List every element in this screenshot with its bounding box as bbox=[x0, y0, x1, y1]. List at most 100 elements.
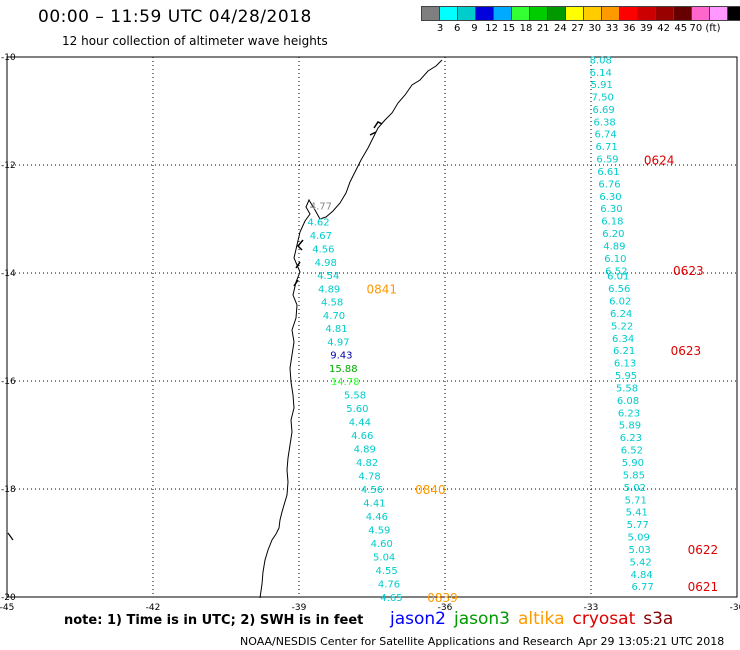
island-marker bbox=[7, 532, 14, 541]
map-grid bbox=[6, 56, 738, 598]
lon-tick-label: -30 bbox=[730, 603, 740, 613]
wave-height-value: 6.59 bbox=[596, 155, 618, 166]
color-scale-label: 6 bbox=[454, 23, 461, 34]
timestamp: Apr 29 13:05:21 UTC 2018 bbox=[578, 635, 725, 648]
pass-time-label: 0841 bbox=[366, 283, 397, 297]
lat-tick-label: -10 bbox=[1, 53, 16, 63]
wave-height-value: 6.10 bbox=[604, 254, 626, 265]
color-scale-label: 45 bbox=[674, 23, 688, 34]
wave-height-value: 5.02 bbox=[624, 483, 646, 494]
wave-height-value: 7.50 bbox=[592, 92, 614, 103]
lon-tick-label: -36 bbox=[438, 603, 453, 613]
satellite-legend: jason2 jason3 altika cryosat s3a bbox=[390, 609, 681, 629]
color-scale-labels: 3 6 9 12 15 18 21 24 27 30 33 36 39 42 45 70 (ft) bbox=[422, 23, 740, 35]
lon-tick-label: -45 bbox=[0, 603, 14, 613]
color-scale-label: 12 bbox=[485, 23, 498, 34]
color-scale-label: 9 bbox=[471, 23, 478, 34]
wave-height-value: 4.70 bbox=[323, 311, 345, 322]
wave-height-value: 6.24 bbox=[610, 309, 632, 320]
wave-height-value: 4.98 bbox=[315, 258, 337, 269]
wave-height-value: 4.58 bbox=[321, 298, 343, 309]
wave-height-value: 4.84 bbox=[630, 570, 652, 581]
legend-entry-s3a: s3a bbox=[643, 609, 674, 629]
wave-height-value: 6.30 bbox=[599, 192, 621, 203]
wave-height-value: 4.59 bbox=[368, 526, 390, 537]
wave-height-value: 4.78 bbox=[358, 472, 380, 483]
wave-height-value: 6.74 bbox=[594, 130, 616, 141]
wave-height-value: 6.13 bbox=[614, 359, 636, 370]
wave-height-value: 4.67 bbox=[310, 231, 332, 242]
wave-height-value: 6.77 bbox=[631, 582, 653, 593]
color-swatch bbox=[727, 6, 740, 21]
wave-height-value: 14.78 bbox=[331, 377, 360, 388]
axis-ticks: -45 -42 -39 -36 -33 -30 -10 -12 -14 -16 -18 -20 bbox=[0, 53, 740, 613]
color-scale-label: 39 bbox=[640, 23, 653, 34]
wave-height-value: 6.52 bbox=[621, 446, 643, 457]
pass-time-label: 0621 bbox=[688, 580, 719, 594]
pass-time-labels: 0624 0623 0623 0841 0840 0622 0621 0839 bbox=[366, 154, 718, 605]
wave-height-value: 6.01 bbox=[607, 272, 629, 283]
lon-tick-label: -39 bbox=[292, 603, 307, 613]
wave-height-value: 15.88 bbox=[329, 364, 358, 375]
wave-height-value: 8.08 bbox=[590, 56, 612, 67]
wave-height-points: 8.086.145.917.50 6.696.38 6.746.71 6.596.61… bbox=[307, 56, 653, 604]
lat-tick-label: -12 bbox=[1, 161, 16, 171]
wave-height-value: 9.43 bbox=[330, 351, 352, 362]
wave-height-value: 4.54 bbox=[317, 271, 339, 282]
wave-height-value: 5.95 bbox=[615, 371, 637, 382]
color-scale-label: 42 bbox=[657, 23, 670, 34]
coastline bbox=[259, 59, 443, 599]
pass-time-label: 0839 bbox=[427, 591, 458, 605]
wave-height-value: 6.02 bbox=[609, 297, 631, 308]
pass-time-label: 0622 bbox=[688, 543, 719, 557]
wave-height-value: 5.58 bbox=[344, 391, 366, 402]
wave-height-value: 6.76 bbox=[598, 179, 620, 190]
wave-height-value: 5.85 bbox=[623, 470, 645, 481]
lat-tick-label: -14 bbox=[1, 269, 16, 279]
coast-inlet bbox=[293, 239, 304, 287]
color-scale-label: 18 bbox=[519, 23, 533, 34]
pass-time-label: 0623 bbox=[671, 344, 702, 358]
wave-height-value: 5.58 bbox=[616, 383, 638, 394]
color-scale-label: 3 bbox=[436, 23, 444, 34]
wave-height-value: 5.91 bbox=[591, 80, 613, 91]
wave-height-value: 5.41 bbox=[626, 508, 648, 519]
wave-height-value: 6.08 bbox=[617, 396, 639, 407]
credit-text: NOAA/NESDIS Center for Satellite Applica… bbox=[240, 635, 574, 648]
color-scale-label: 70 (ft) bbox=[689, 23, 721, 34]
wave-height-value: 5.22 bbox=[611, 321, 633, 332]
color-scale-bar bbox=[421, 6, 740, 21]
color-scale-label: 30 bbox=[588, 23, 602, 34]
wave-height-value: 5.03 bbox=[629, 545, 651, 556]
pass-time-label: 0623 bbox=[673, 264, 704, 278]
lat-tick-label: -18 bbox=[1, 485, 16, 495]
wave-height-value: 4.44 bbox=[349, 418, 371, 429]
wave-height-value: 6.34 bbox=[612, 334, 634, 345]
lon-tick-label: -42 bbox=[146, 603, 161, 613]
wave-height-value: 4.97 bbox=[327, 338, 349, 349]
legend-entry-cryosat: cryosat bbox=[572, 609, 636, 629]
page-title: 00:00 – 11:59 UTC 04/28/2018 bbox=[38, 7, 312, 27]
wave-height-value: 4.56 bbox=[361, 485, 383, 496]
wave-height-value: 6.56 bbox=[608, 284, 630, 295]
wave-height-value: 5.42 bbox=[630, 557, 652, 568]
color-scale-label: 15 bbox=[502, 23, 516, 34]
wave-height-value: 6.21 bbox=[613, 346, 635, 357]
note-text: note: 1) Time is in UTC; 2) SWH is in fe… bbox=[64, 613, 364, 628]
wave-height-value: 6.20 bbox=[602, 229, 624, 240]
wave-height-value: 6.30 bbox=[600, 204, 622, 215]
wave-height-value: 4.62 bbox=[307, 218, 329, 229]
wave-height-value: 4.60 bbox=[371, 539, 393, 550]
wave-height-value: 6.18 bbox=[601, 217, 623, 228]
wave-height-value: 4.65 bbox=[380, 593, 402, 604]
wave-height-value: 6.23 bbox=[620, 433, 642, 444]
wave-height-value: 4.89 bbox=[354, 445, 376, 456]
lat-tick-label: -16 bbox=[1, 377, 16, 387]
legend-entry-altika: altika bbox=[518, 609, 565, 629]
wave-height-value: 5.90 bbox=[622, 458, 644, 469]
wave-height-value: 6.23 bbox=[618, 408, 640, 419]
lon-tick-label: -33 bbox=[584, 603, 599, 613]
wave-height-value: 4.46 bbox=[366, 512, 388, 523]
pass-time-label: 0624 bbox=[644, 154, 675, 168]
wave-height-value: 4.77 bbox=[310, 202, 332, 213]
